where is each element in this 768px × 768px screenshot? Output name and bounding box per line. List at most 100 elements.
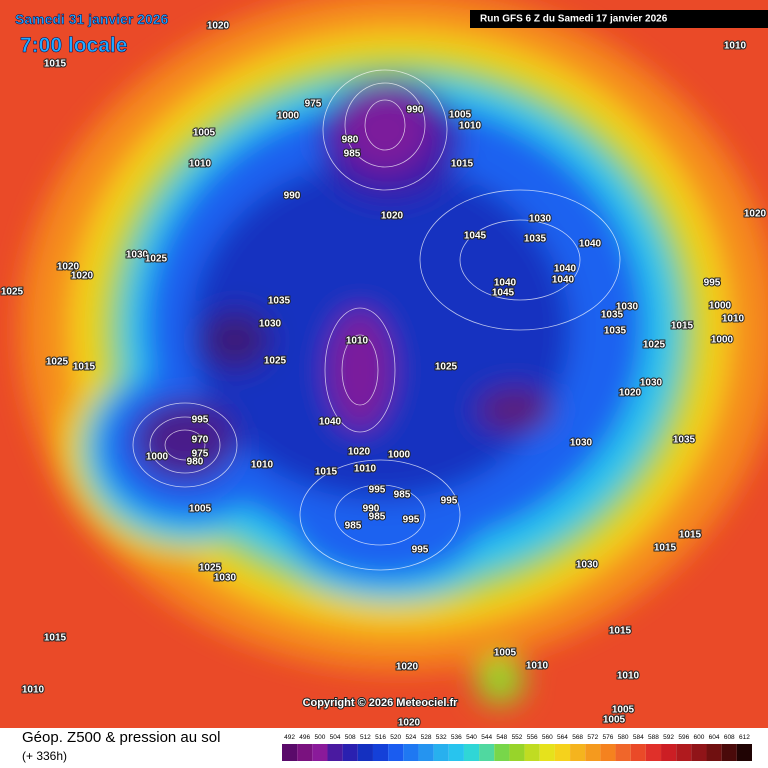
isobar-label: 1020 — [619, 388, 642, 399]
colorbar-label: 608 — [724, 734, 735, 741]
colorbar-label: 504 — [330, 734, 341, 741]
isobar-label: 1040 — [554, 264, 577, 275]
colorbar-label: 580 — [618, 734, 629, 741]
colorbar-cell — [539, 744, 555, 761]
colorbar-cell — [600, 744, 616, 761]
isobar-label: 1000 — [277, 111, 300, 122]
isobar-label: 1030 — [616, 302, 639, 313]
colorbar-cell — [372, 744, 389, 761]
isobar-label: 985 — [345, 521, 362, 532]
isobar-label: 1025 — [264, 356, 287, 367]
colorbar-cell — [463, 744, 480, 761]
colorbar-label: 540 — [466, 734, 477, 741]
isobar-label: 970 — [192, 435, 209, 446]
colorbar-cell — [706, 744, 722, 761]
isobar-label: 1015 — [609, 626, 632, 637]
isobar-label: 995 — [192, 415, 209, 426]
colorbar-cell — [645, 744, 662, 761]
isobar-label: 1040 — [552, 275, 575, 286]
isobar-label: 1015 — [44, 59, 67, 70]
isobar-label: 1020 — [398, 718, 421, 729]
isobar-label: 1025 — [435, 362, 458, 373]
colorbar-label: 524 — [405, 734, 416, 741]
isobar-label: 1015 — [654, 543, 677, 554]
date: Samedi 31 janvier 2026 — [15, 11, 169, 27]
isobar-label: 1000 — [711, 335, 734, 346]
isobar-label: 1020 — [744, 209, 767, 220]
colorbar-cell — [524, 744, 540, 761]
isobar-label: 985 — [394, 490, 411, 501]
colorbar-cell — [630, 744, 646, 761]
isobar-label: 1010 — [617, 671, 640, 682]
colorbar-label: 512 — [360, 734, 371, 741]
colorbar-label: 508 — [345, 734, 356, 741]
colorbar-label: 496 — [299, 734, 310, 741]
colorbar-cell — [342, 744, 358, 761]
isobar-label: 1010 — [189, 159, 212, 170]
colorbar-label: 572 — [587, 734, 598, 741]
colorbar-cell — [479, 744, 495, 761]
colorbar-label: 536 — [451, 734, 462, 741]
isobar-label: 1000 — [388, 450, 411, 461]
colorbar-label: 528 — [421, 734, 432, 741]
isobar-label: 985 — [369, 512, 386, 523]
isobar-label: 1035 — [268, 296, 291, 307]
isobar-label: 1030 — [529, 214, 552, 225]
isobar-label: 1010 — [251, 460, 274, 471]
colorbar-label: 560 — [542, 734, 553, 741]
isobar-label: 1040 — [319, 417, 342, 428]
isobar-label: 1015 — [73, 362, 96, 373]
isobar-label: 1040 — [494, 278, 517, 289]
field — [0, 0, 768, 728]
isobar-label: 1010 — [346, 336, 369, 347]
colorbar-label: 588 — [648, 734, 659, 741]
colorbar-label: 596 — [678, 734, 689, 741]
isobar-label: 1015 — [44, 633, 67, 644]
isobar-label: 1025 — [199, 563, 222, 574]
isobar-label: 1040 — [579, 239, 602, 250]
run-info: Run GFS 6 Z du Samedi 17 janvier 2026 — [480, 14, 668, 25]
colorbar-label: 604 — [709, 734, 720, 741]
colorbar-cell — [403, 744, 419, 761]
colorbar-label: 576 — [603, 734, 614, 741]
isobar-label: 995 — [441, 496, 458, 507]
colorbar-label: 544 — [481, 734, 492, 741]
isobar-label: 1015 — [679, 530, 702, 541]
colorbar-cell — [418, 744, 434, 761]
colorbar-label: 600 — [694, 734, 705, 741]
isobar-label: 1010 — [22, 685, 45, 696]
colorbar-cell — [554, 744, 571, 761]
colorbar-cell — [585, 744, 601, 761]
isobar-label: 1035 — [524, 234, 547, 245]
colorbar-label: 584 — [633, 734, 644, 741]
colorbar-cell — [312, 744, 328, 761]
isobar-label: 1025 — [46, 357, 69, 368]
colorbar-label: 500 — [314, 734, 325, 741]
isobar-label: 1030 — [570, 438, 593, 449]
colorbar-label: 592 — [663, 734, 674, 741]
colorbar-cell — [297, 744, 313, 761]
isobar-label: 975 — [305, 99, 322, 110]
isobar-label: 1035 — [673, 435, 696, 446]
isobar-label: 1030 — [576, 560, 599, 571]
colorbar-cell — [691, 744, 707, 761]
local-time: 7:00 locale — [20, 34, 127, 57]
colorbar-cell — [327, 744, 343, 761]
colorbar-label: 492 — [284, 734, 295, 741]
isobar-label: 1030 — [259, 319, 282, 330]
colorbar-cell — [721, 744, 737, 761]
colorbar-label: 556 — [527, 734, 538, 741]
isobar-label: 1010 — [724, 41, 747, 52]
isobar-label: 980 — [187, 457, 204, 468]
isobar-label: 995 — [412, 545, 429, 556]
isobar-label: 1005 — [189, 504, 212, 515]
isobar-label: 1005 — [494, 648, 517, 659]
isobar-label: 990 — [284, 191, 301, 202]
isobar-label: 1000 — [709, 301, 732, 312]
isobar-label: 995 — [369, 485, 386, 496]
isobar-label: 1015 — [671, 321, 694, 332]
isobar-label: 1020 — [71, 271, 94, 282]
isobar-label: 1025 — [1, 287, 24, 298]
